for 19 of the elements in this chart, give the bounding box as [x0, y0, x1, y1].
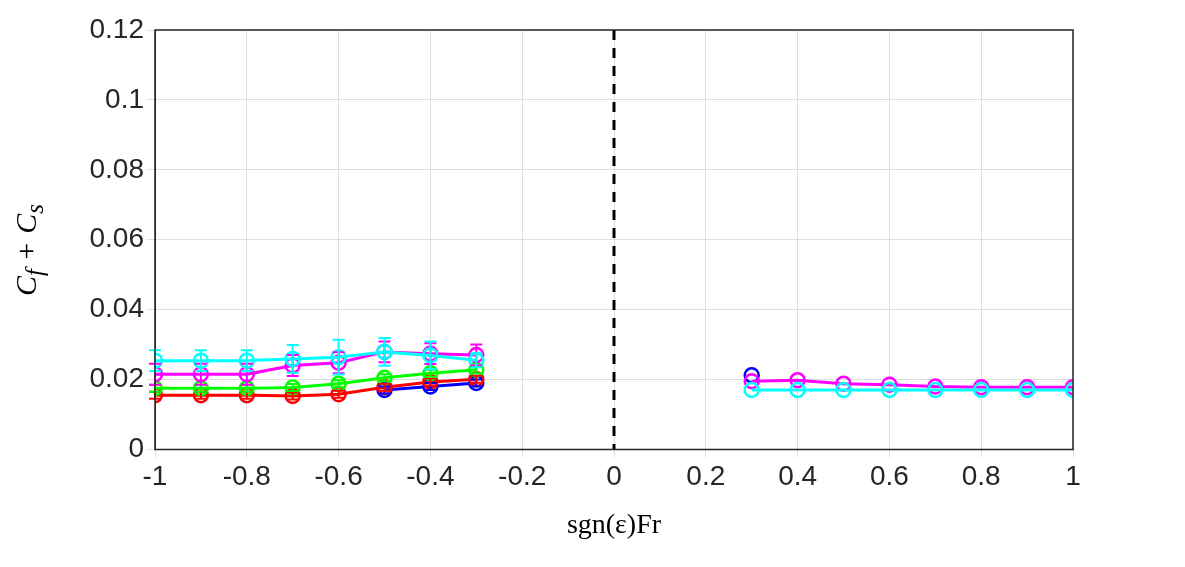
y-tick-label: 0: [128, 432, 144, 464]
x-tick-label: -0.2: [498, 459, 547, 491]
x-tick-label: 1: [1065, 459, 1081, 491]
y-tick-label: 0.08: [89, 152, 144, 184]
x-tick-label: -1: [142, 459, 168, 491]
x-tick-label: -0.8: [222, 459, 271, 491]
y-tick-label: 0.12: [89, 12, 144, 44]
y-tick-label: 0.04: [89, 292, 144, 324]
x-axis-title: sgn(ε)Fr: [565, 508, 663, 540]
x-tick-label: 0.6: [869, 459, 909, 491]
x-tick-label: -0.4: [406, 459, 455, 491]
x-tick-label: 0.4: [778, 459, 818, 491]
y-tick-label: 0.1: [105, 82, 144, 114]
x-tick-label: 0.2: [686, 459, 726, 491]
y-tick-label: 0.06: [89, 222, 144, 254]
x-tick-label: -0.6: [314, 459, 363, 491]
x-tick-label: 0.8: [961, 459, 1001, 491]
x-tick-label: 0: [606, 459, 622, 491]
y-tick-label: 0.02: [89, 362, 144, 394]
